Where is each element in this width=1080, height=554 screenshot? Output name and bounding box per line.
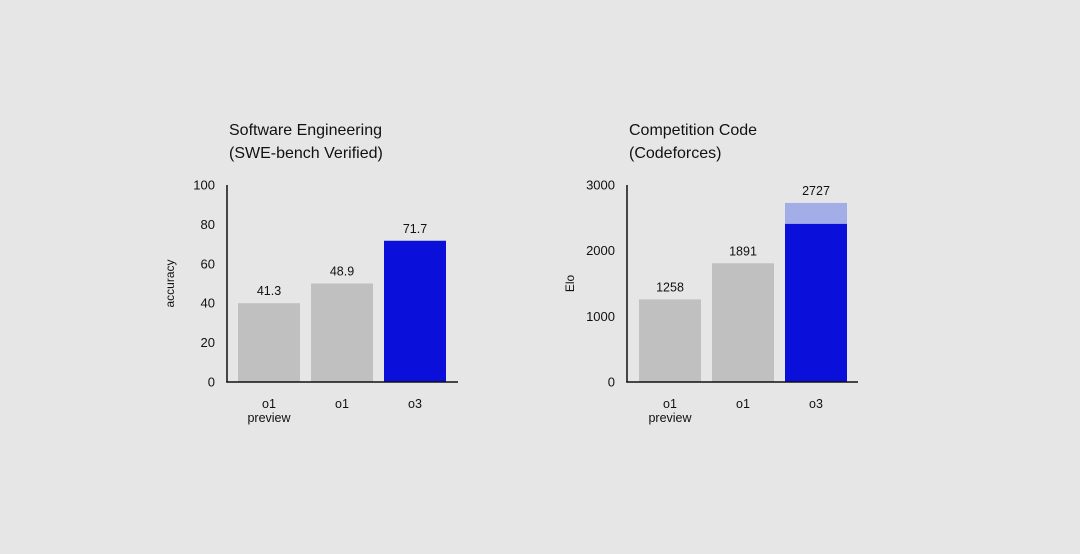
y-tick-label: 3000 <box>586 178 615 193</box>
category-label: o3 <box>809 397 823 411</box>
bar <box>311 283 373 382</box>
y-axis-label: Elo <box>563 275 577 293</box>
category-label: preview <box>648 411 692 425</box>
category-label: o1 <box>663 397 677 411</box>
y-tick-label: 40 <box>201 296 215 311</box>
data-label: 1891 <box>729 244 757 258</box>
chart-title-line: Software Engineering <box>229 122 382 139</box>
data-label: 71.7 <box>403 222 427 236</box>
y-tick-label: 100 <box>193 178 215 193</box>
bar-extension <box>785 202 847 224</box>
chart-title-line: Competition Code <box>629 122 757 139</box>
category-label: o1 <box>335 397 349 411</box>
data-label: 48.9 <box>330 265 354 279</box>
bar <box>639 299 701 382</box>
y-tick-label: 1000 <box>586 309 615 324</box>
category-label: o1 <box>262 397 276 411</box>
chart-title-line: (SWE-bench Verified) <box>229 145 383 162</box>
y-tick-label: 0 <box>208 375 215 390</box>
y-tick-label: 0 <box>608 375 615 390</box>
bar <box>712 263 774 382</box>
category-label: o3 <box>408 397 422 411</box>
y-tick-label: 60 <box>201 256 215 271</box>
category-label: o1 <box>736 397 750 411</box>
y-tick-label: 2000 <box>586 243 615 258</box>
category-label: preview <box>247 411 291 425</box>
data-label: 1258 <box>656 280 684 294</box>
data-label: 41.3 <box>257 284 281 298</box>
data-label: 2727 <box>802 184 830 198</box>
bar <box>785 223 847 382</box>
y-tick-label: 20 <box>201 335 215 350</box>
chart-title-line: (Codeforces) <box>629 145 721 162</box>
bar <box>238 303 300 382</box>
y-axis-label: accuracy <box>163 259 177 307</box>
bar <box>384 240 446 382</box>
y-tick-label: 80 <box>201 217 215 232</box>
